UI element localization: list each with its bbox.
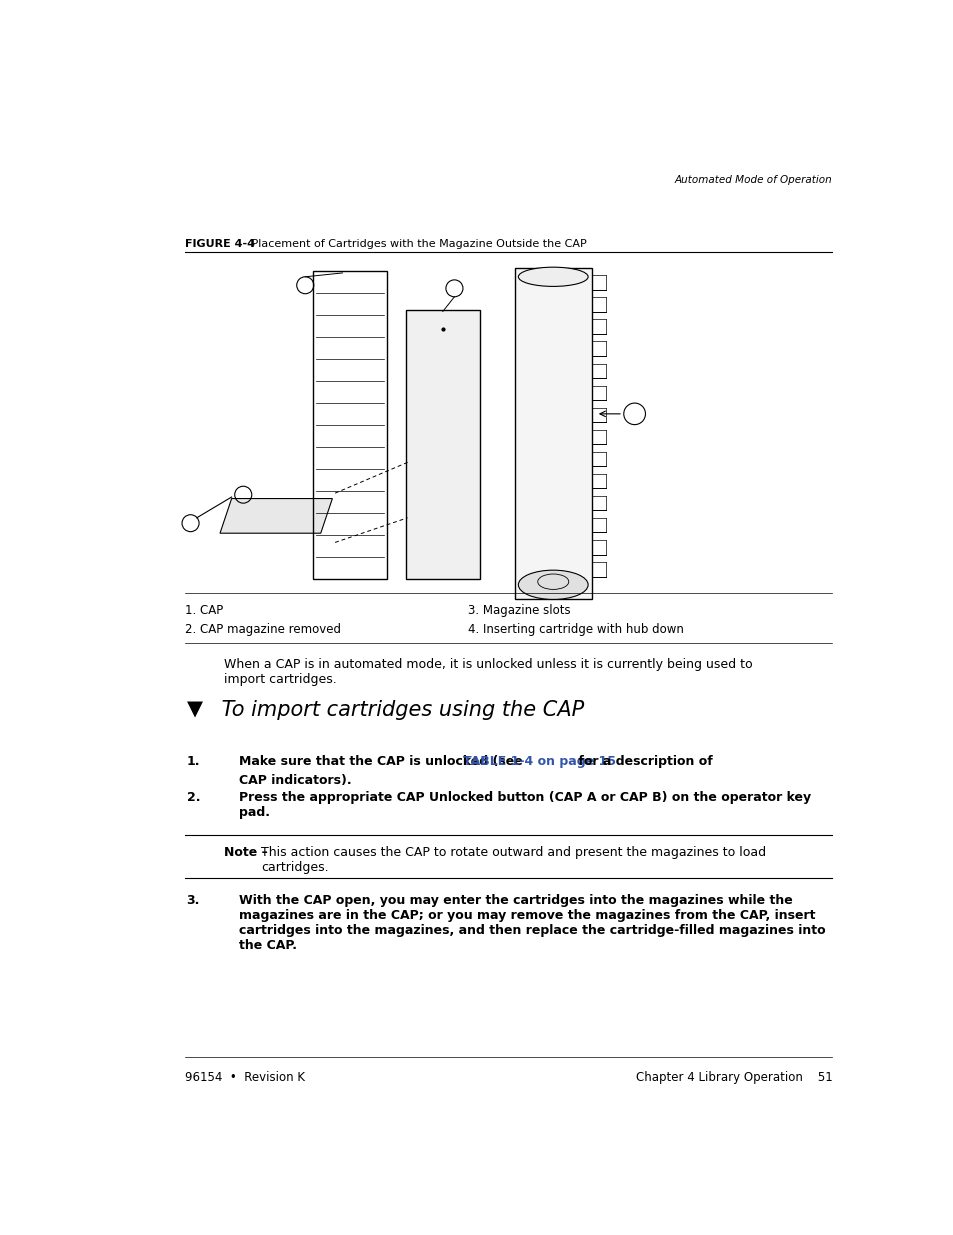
Text: Press the appropriate CAP Unlocked button (CAP A or CAP B) on the operator key
p: Press the appropriate CAP Unlocked butto… xyxy=(239,792,811,819)
Text: ▼: ▼ xyxy=(187,699,202,720)
Text: Placement of Cartridges with the Magazine Outside the CAP: Placement of Cartridges with the Magazin… xyxy=(241,240,586,249)
Text: Make sure that the CAP is unlocked (see: Make sure that the CAP is unlocked (see xyxy=(239,755,527,768)
Text: 2.: 2. xyxy=(187,792,200,804)
Text: Chapter 4 Library Operation    51: Chapter 4 Library Operation 51 xyxy=(635,1071,831,1083)
Text: 1. CAP: 1. CAP xyxy=(185,604,223,618)
Text: When a CAP is in automated mode, it is unlocked unless it is currently being use: When a CAP is in automated mode, it is u… xyxy=(224,658,752,685)
Text: 4. Inserting cartridge with hub down: 4. Inserting cartridge with hub down xyxy=(468,622,683,636)
Text: for a description of: for a description of xyxy=(574,755,712,768)
Text: FIGURE 4-4: FIGURE 4-4 xyxy=(185,240,254,249)
Text: 3.: 3. xyxy=(187,894,200,906)
Ellipse shape xyxy=(517,571,587,599)
Text: CAP indicators).: CAP indicators). xyxy=(239,774,352,787)
Text: TABLE 1-4 on page 15: TABLE 1-4 on page 15 xyxy=(462,755,615,768)
Text: With the CAP open, you may enter the cartridges into the magazines while the
mag: With the CAP open, you may enter the car… xyxy=(239,894,825,951)
Polygon shape xyxy=(220,499,332,534)
Text: 96154  •  Revision K: 96154 • Revision K xyxy=(185,1071,305,1083)
Text: 1.: 1. xyxy=(187,755,200,768)
Text: Automated Mode of Operation: Automated Mode of Operation xyxy=(674,175,831,185)
Text: To import cartridges using the CAP: To import cartridges using the CAP xyxy=(214,699,583,720)
Text: 2. CAP magazine removed: 2. CAP magazine removed xyxy=(185,622,341,636)
Text: Note –: Note – xyxy=(224,846,272,858)
Bar xyxy=(514,268,592,599)
Text: 3. Magazine slots: 3. Magazine slots xyxy=(468,604,570,618)
Ellipse shape xyxy=(517,267,587,287)
Bar xyxy=(406,310,479,579)
Bar xyxy=(313,272,386,579)
Text: This action causes the CAP to rotate outward and present the magazines to load
c: This action causes the CAP to rotate out… xyxy=(260,846,765,874)
